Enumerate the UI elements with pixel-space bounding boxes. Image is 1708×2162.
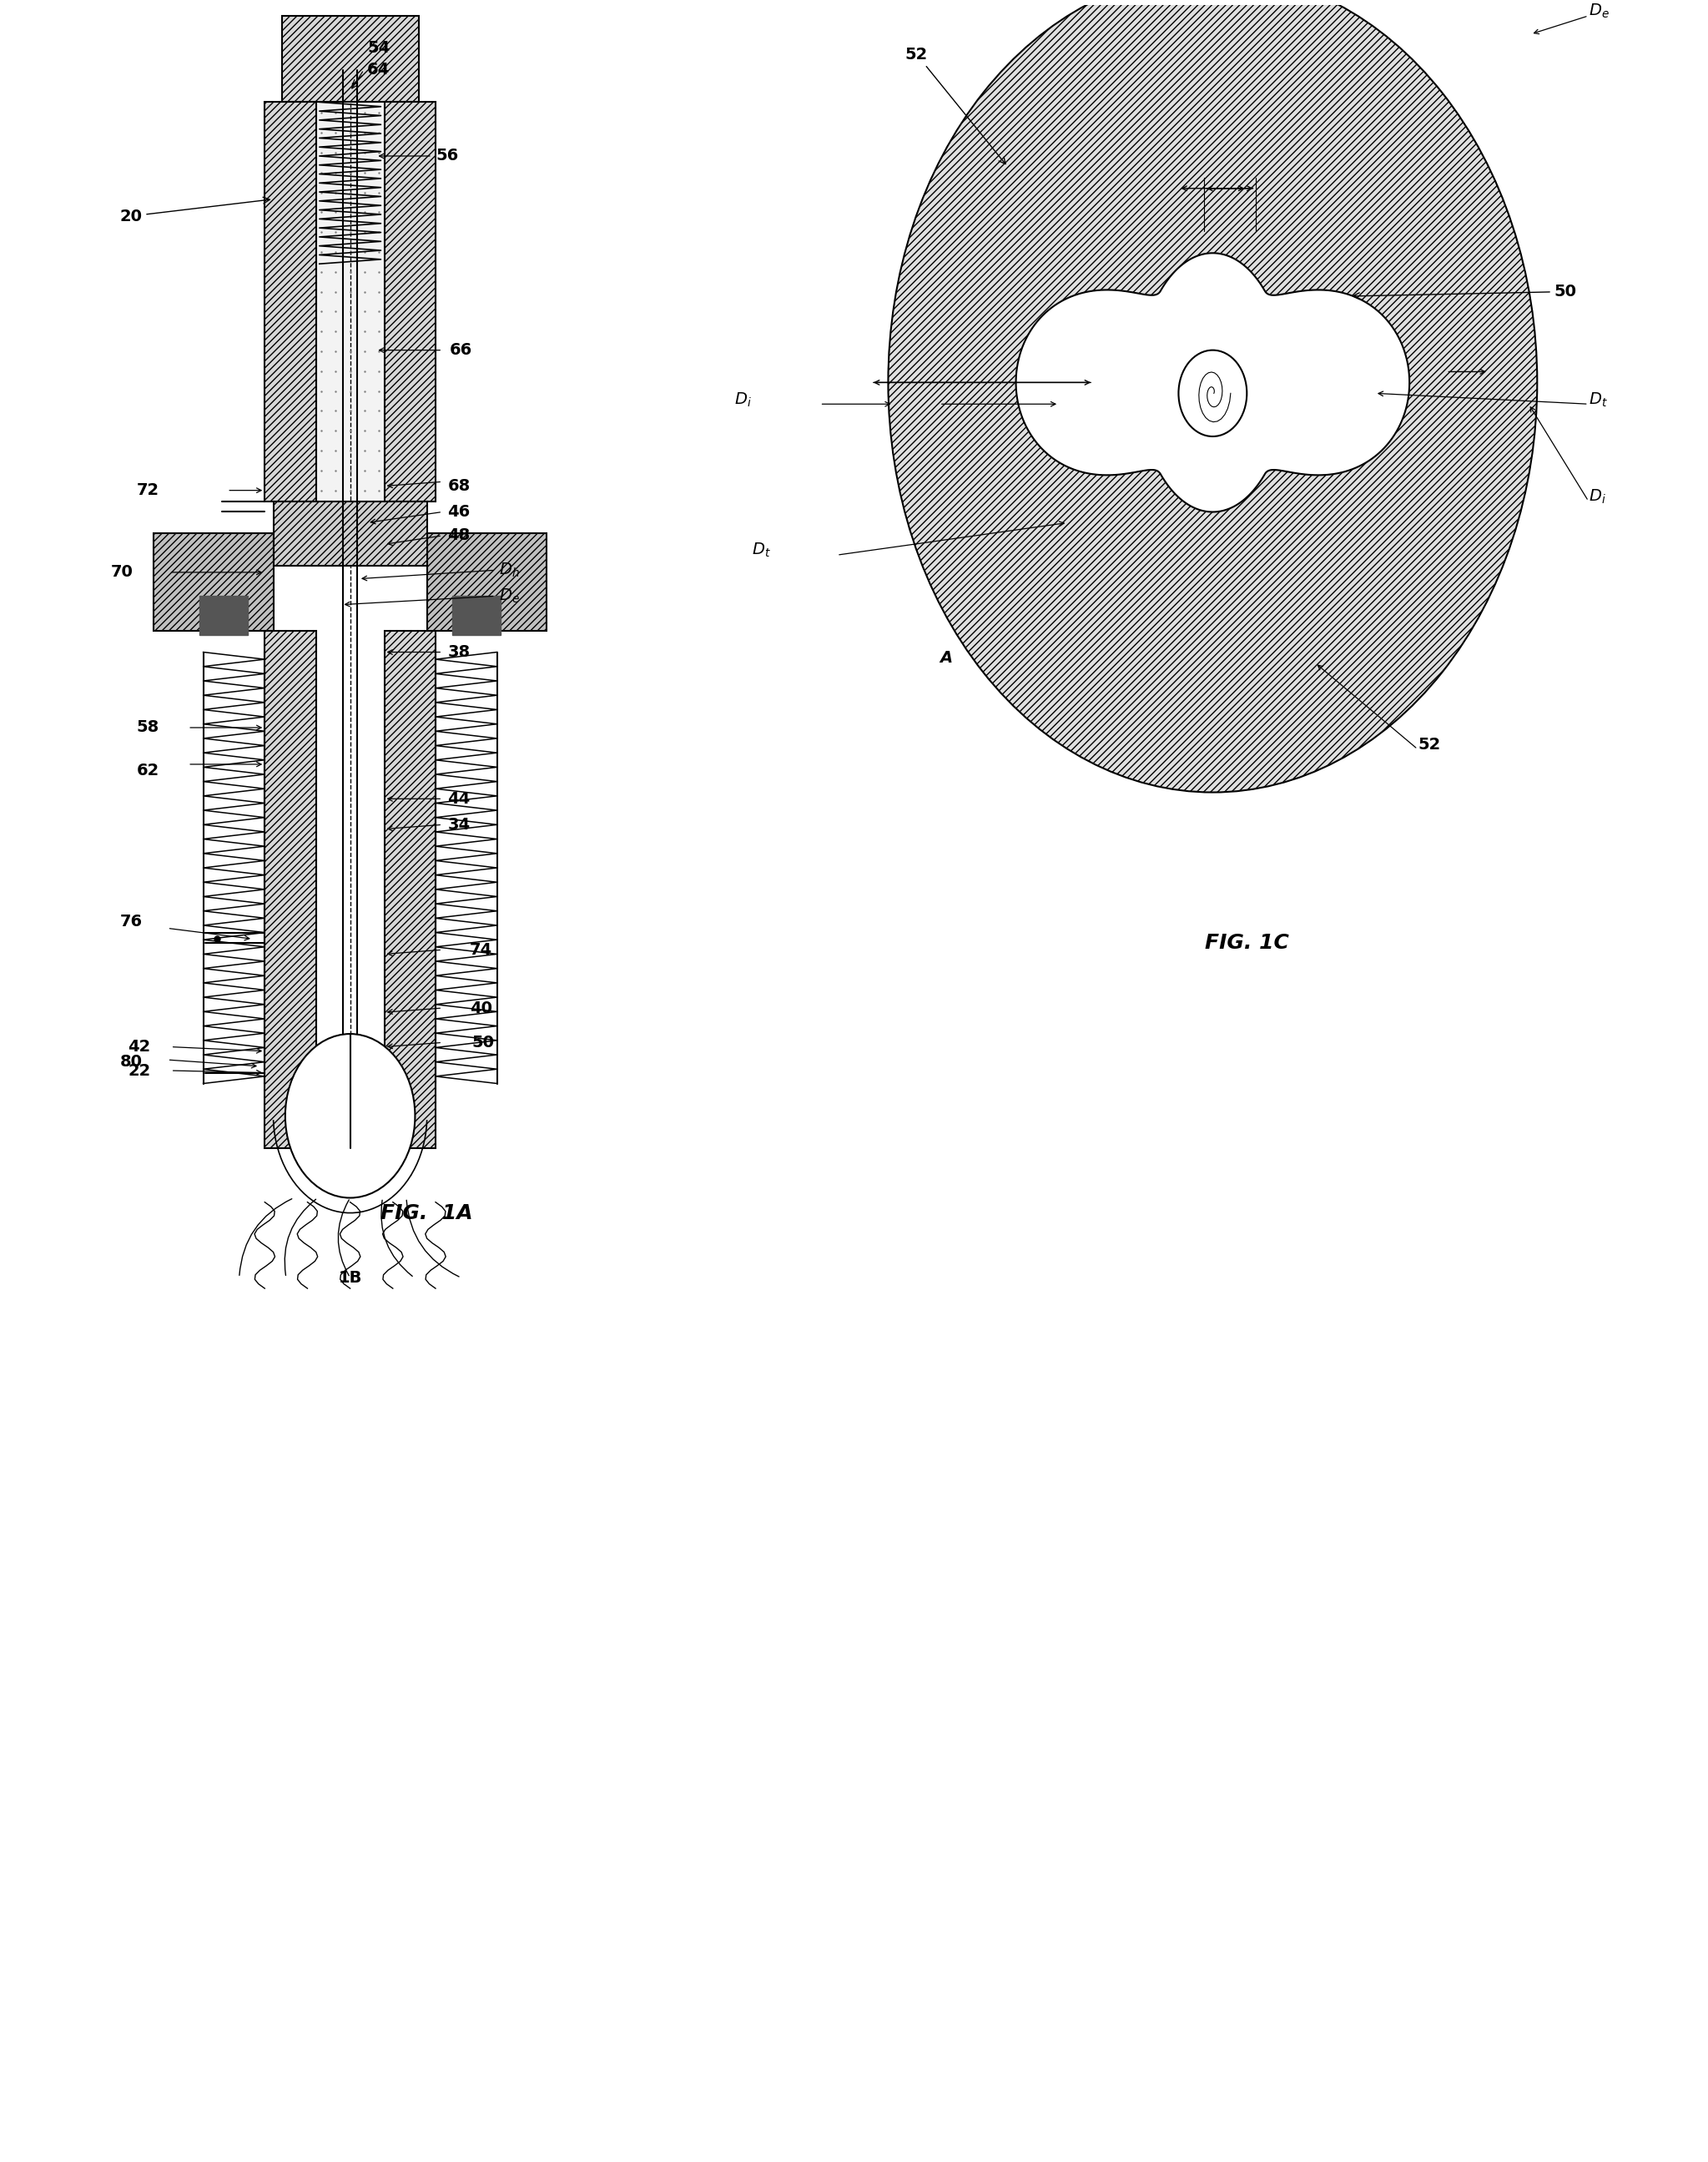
Text: 56: 56 xyxy=(436,147,458,164)
Text: 48: 48 xyxy=(447,528,470,543)
Text: 38: 38 xyxy=(447,644,470,659)
Text: FIG. 1C: FIG. 1C xyxy=(1204,934,1290,953)
Polygon shape xyxy=(200,597,248,636)
Text: $D_i$: $D_i$ xyxy=(1588,489,1606,506)
Circle shape xyxy=(888,0,1537,791)
Polygon shape xyxy=(384,102,436,502)
Text: $D_h$: $D_h$ xyxy=(499,562,519,579)
Text: 50: 50 xyxy=(471,1036,494,1051)
Polygon shape xyxy=(154,534,273,631)
Text: 52: 52 xyxy=(905,45,1006,164)
Polygon shape xyxy=(427,534,547,631)
Text: A: A xyxy=(939,651,951,666)
Text: $D_i$: $D_i$ xyxy=(734,391,752,409)
Polygon shape xyxy=(265,631,316,1148)
Text: 66: 66 xyxy=(449,342,471,359)
Text: $D_t$: $D_t$ xyxy=(752,543,770,560)
Text: 62: 62 xyxy=(137,763,159,778)
Text: 20: 20 xyxy=(120,197,270,225)
Text: 50: 50 xyxy=(1353,283,1576,301)
Polygon shape xyxy=(453,597,500,636)
Text: 80: 80 xyxy=(120,1055,142,1070)
Text: 40: 40 xyxy=(470,1001,492,1016)
Text: $D_e$: $D_e$ xyxy=(499,588,519,605)
Text: 58: 58 xyxy=(137,720,159,735)
Text: 44: 44 xyxy=(447,791,470,806)
Circle shape xyxy=(1179,350,1247,437)
Circle shape xyxy=(285,1033,415,1198)
Text: 42: 42 xyxy=(128,1040,150,1055)
Polygon shape xyxy=(273,502,427,566)
Text: 34: 34 xyxy=(447,817,470,832)
Text: 1B: 1B xyxy=(338,1269,362,1286)
Text: $D_e$: $D_e$ xyxy=(1588,2,1609,19)
Text: 22: 22 xyxy=(128,1064,150,1079)
Polygon shape xyxy=(384,631,436,1148)
Text: 72: 72 xyxy=(137,482,159,497)
Text: 54: 54 xyxy=(367,41,389,56)
Text: 36: 36 xyxy=(336,1081,359,1098)
Text: 46: 46 xyxy=(447,504,470,519)
Polygon shape xyxy=(1016,253,1409,512)
Text: 70: 70 xyxy=(111,564,133,579)
Text: 68: 68 xyxy=(447,478,470,493)
Polygon shape xyxy=(282,15,418,102)
Text: FIG.  1A: FIG. 1A xyxy=(381,1202,473,1224)
Text: 52: 52 xyxy=(1418,737,1440,752)
Text: 76: 76 xyxy=(120,915,142,930)
Polygon shape xyxy=(265,102,316,502)
Text: $D_t$: $D_t$ xyxy=(1588,391,1607,409)
Text: 64: 64 xyxy=(367,63,389,78)
Text: 74: 74 xyxy=(470,943,492,958)
